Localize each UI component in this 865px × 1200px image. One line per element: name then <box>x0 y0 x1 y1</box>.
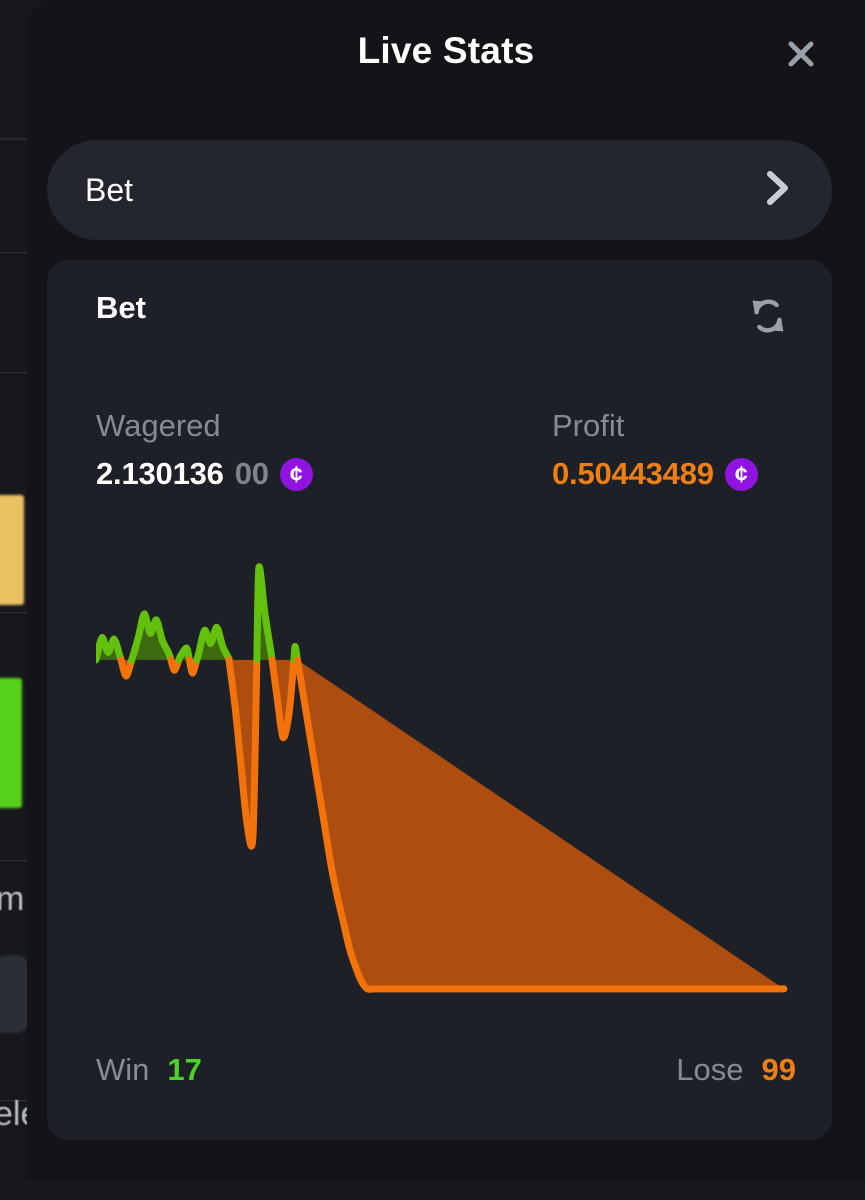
currency-icon: ¢ <box>279 457 313 491</box>
backdrop-chip <box>0 678 22 808</box>
wagered-value: 2.130136 <box>96 456 224 491</box>
metric-label: Wagered <box>96 408 221 443</box>
backdrop-chip <box>0 495 24 605</box>
bet-selector-dropdown[interactable]: Bet <box>47 140 832 240</box>
metric-label: Profit <box>552 408 625 443</box>
lose-label: Lose <box>676 1052 744 1087</box>
backdrop-pill <box>0 955 30 1033</box>
backdrop-text: m <box>0 880 25 918</box>
chevron-right-icon <box>760 166 794 215</box>
wagered-value-trailing: 00 <box>234 456 269 491</box>
modal-header: Live Stats <box>27 0 865 112</box>
profit-value: 0.50443489 <box>552 456 714 491</box>
metric-wagered: Wagered 2.130136 00 ¢ <box>96 408 313 492</box>
bet-stats-card: Bet Wagered 2.130136 00 ¢ Profit <box>47 260 832 1140</box>
win-value: 17 <box>167 1052 202 1087</box>
win-label: Win <box>96 1052 150 1087</box>
refresh-icon[interactable] <box>740 288 796 344</box>
metric-profit: Profit 0.50443489 ¢ <box>552 408 758 492</box>
card-title: Bet <box>96 290 146 325</box>
currency-icon: ¢ <box>724 457 758 491</box>
lose-counter: Lose 99 <box>676 1052 796 1088</box>
win-counter: Win 17 <box>96 1052 202 1088</box>
live-stats-modal: Live Stats Bet Bet <box>27 0 865 1180</box>
card-footer: Win 17 Lose 99 <box>96 1052 796 1098</box>
bet-selector-label: Bet <box>85 171 134 208</box>
lose-value: 99 <box>761 1052 796 1087</box>
metric-value-row: 0.50443489 ¢ <box>552 456 758 492</box>
page-title: Live Stats <box>357 30 535 71</box>
metric-value-row: 2.130136 00 ¢ <box>96 456 313 492</box>
card-header: Bet <box>96 290 796 350</box>
close-icon[interactable] <box>775 28 827 80</box>
profit-area-chart <box>96 560 796 1000</box>
